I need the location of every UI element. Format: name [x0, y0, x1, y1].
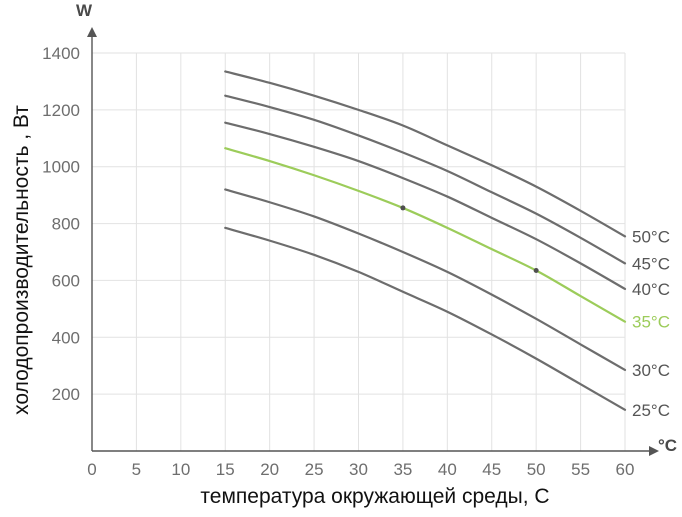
y-tick-label: 1400: [42, 44, 80, 63]
axes: [87, 27, 659, 456]
y-tick-label: 1200: [42, 101, 80, 120]
y-axis-arrow: [87, 27, 97, 37]
data-marker: [533, 267, 539, 273]
grid: [92, 52, 626, 451]
series-line: [224, 226, 627, 411]
series-line: [224, 121, 627, 291]
x-tick-label: 25: [305, 460, 324, 479]
series-label: 30°C: [632, 361, 670, 380]
y-unit-label: W: [76, 1, 93, 20]
x-tick-label: 35: [393, 460, 412, 479]
x-tick-label: 45: [482, 460, 501, 479]
x-tick-label: 5: [132, 460, 141, 479]
series-lines: [224, 70, 627, 411]
x-tick-label: 60: [616, 460, 635, 479]
x-tick-label: 50: [527, 460, 546, 479]
series-markers: [400, 205, 539, 273]
series-line: [224, 94, 627, 265]
x-tick-label: 10: [171, 460, 190, 479]
series-label: 40°C: [632, 280, 670, 299]
series-label: 25°C: [632, 401, 670, 420]
data-marker: [400, 205, 406, 211]
y-tick-label: 400: [52, 328, 80, 347]
x-tick-label: 40: [438, 460, 457, 479]
x-unit-label: °C: [658, 436, 677, 455]
x-tick-label: 0: [87, 460, 96, 479]
x-tick-label: 20: [260, 460, 279, 479]
y-tick-label: 1000: [42, 158, 80, 177]
series-line: [224, 147, 627, 323]
series-line: [224, 70, 627, 238]
x-tick-label: 15: [216, 460, 235, 479]
series-label: 45°C: [632, 254, 670, 273]
x-axis-arrow: [649, 446, 659, 456]
x-axis-label: температура окружающей среды, С: [200, 485, 549, 508]
series-label: 50°C: [632, 227, 670, 246]
x-tick-label: 55: [571, 460, 590, 479]
x-tick-labels: 0 5 10 15 20 25 30 35 40 45 50 55 60: [87, 460, 634, 479]
y-tick-label: 800: [52, 215, 80, 234]
y-axis-label: холодопроизводительность , Вт: [10, 105, 33, 415]
series-label: 35°C: [632, 313, 670, 332]
x-tick-label: 30: [349, 460, 368, 479]
y-tick-labels: 200 400 600 800 1000 1200 1400: [42, 44, 80, 404]
series-line: [224, 188, 627, 372]
y-tick-label: 600: [52, 271, 80, 290]
y-tick-label: 200: [52, 385, 80, 404]
series-labels: 50°C 45°C 40°C 35°C 30°C 25°C: [632, 227, 670, 419]
